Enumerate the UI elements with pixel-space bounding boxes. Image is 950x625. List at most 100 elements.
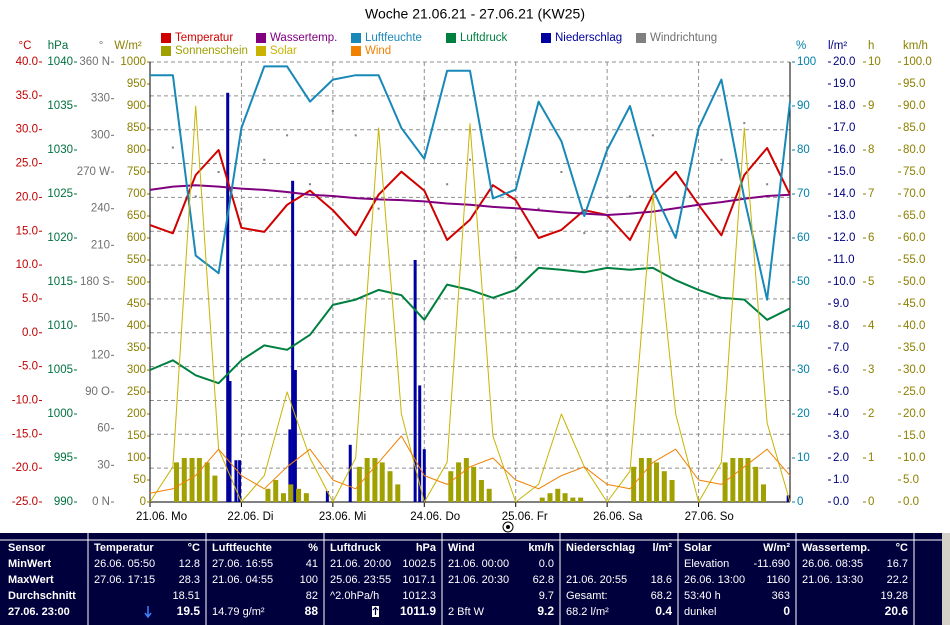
y-tick-label: 120 [91,349,110,361]
cell-value: 41 [306,558,318,570]
summary-panel [0,533,942,625]
dot [560,171,563,173]
legend-swatch [351,33,361,43]
y-tick-label: 900 [127,100,146,112]
y-tick-label: 5.0 [903,474,919,486]
y-tick-label: 10.0 [903,452,925,464]
y-tick-label: 700 [127,188,146,200]
legend-label: Wind [365,45,391,57]
y-tick-label: 400 [127,320,146,332]
bar [212,475,218,502]
y-tick-label: 15.0 [903,430,925,442]
y-tick-label: 450 [127,298,146,310]
column-header: Temperatur [94,542,154,554]
axis-unit: l/m² [828,40,847,52]
y-tick-label: 0 [868,496,874,508]
bar [486,488,492,502]
x-tick-label: 24.06. Do [410,511,460,523]
cell-label: 2 Bft W [448,606,485,618]
bar [273,480,279,502]
legend-swatch [351,46,361,56]
cell-label: 21.06. 20:55 [566,574,627,586]
cell-label: Elevation [684,558,729,570]
y-tick-label: 1020 [47,232,73,244]
y-tick-label: 7 [868,188,874,200]
cell-label: 27.06. 16:55 [212,558,273,570]
bar [265,488,271,502]
bar [730,458,736,502]
row-label: Durchschnitt [8,590,76,602]
cell-value: 100 [300,574,318,586]
row-label: MinWert [8,558,52,570]
y-tick-label: 4.0 [833,408,849,420]
bar [418,385,422,502]
y-tick-label: 0.0 [903,496,919,508]
column-unit: W/m² [763,542,790,554]
column-unit: °C [896,542,908,554]
trend-arrow [144,606,152,619]
y-tick-label: 10 [797,452,810,464]
y-tick-label: 350 [127,342,146,354]
cell-value: 0.0 [539,558,554,570]
y-tick-label: 0.0 [22,327,38,339]
legend-swatch [446,33,456,43]
bar [570,497,576,502]
y-tick-label: 995 [54,452,73,464]
cell-value: 62.8 [533,574,554,586]
legend-swatch [636,33,646,43]
bar [471,466,477,502]
y-tick-label: 19.0 [833,78,855,90]
cell-value: 1002.5 [402,558,436,570]
row-label: MaxWert [8,574,54,586]
y-tick-label: 5 [868,276,874,288]
y-tick-label: -20.0 [12,462,38,474]
bar [669,480,675,502]
bar [196,458,202,502]
bar [738,458,744,502]
y-tick-label: 80 [797,144,810,156]
y-tick-label: 3.0 [833,430,849,442]
y-tick-label: 17.0 [833,122,855,134]
y-tick-label: 90 O [85,386,110,398]
dot [583,232,586,235]
y-tick-label: 0 [797,496,803,508]
cell-value: 1011.9 [400,604,436,618]
y-tick-label: 9.0 [833,298,849,310]
cell-label: 21.06. 13:30 [802,574,863,586]
y-tick-label: 50 [133,474,146,486]
column-header: Wind [448,542,475,554]
bar [654,462,660,502]
x-tick-label: 21.06. Mo [136,511,187,523]
y-tick-label: 8 [868,144,874,156]
y-tick-label: 20 [797,408,810,420]
cell-value: 1160 [766,574,790,586]
y-tick-label: 95.0 [903,78,925,90]
dot [240,207,243,210]
y-tick-label: 9 [868,100,874,112]
x-tick-label: 25.06. Fr [502,511,548,523]
y-tick-label: 250 [127,386,146,398]
bar [379,462,385,502]
legend-label: Temperatur [175,32,233,44]
bar [325,491,329,502]
y-tick-label: 10.0 [16,259,38,271]
y-tick-label: 45.0 [903,298,925,310]
y-tick-label: 150 [127,430,146,442]
dot [766,183,769,186]
y-tick-label: 65.0 [903,210,925,222]
y-tick-label: 55.0 [903,254,925,266]
bar [638,458,644,502]
bar [303,493,309,502]
summary-table: Sensor MinWert MaxWert Durchschnitt 27.06. 2… [0,533,942,625]
y-tick-label: 40.0 [903,320,925,332]
cell-value: 1017.1 [402,574,436,586]
series-line [149,435,791,494]
y-tick-label: 950 [127,78,146,90]
row-label: Sensor [8,542,46,554]
y-tick-label: 60.0 [903,232,925,244]
dot [377,207,380,210]
y-tick-label: 70 [797,188,810,200]
y-tick-label: 5.0 [22,293,38,305]
legend-label: Windrichtung [650,32,717,44]
